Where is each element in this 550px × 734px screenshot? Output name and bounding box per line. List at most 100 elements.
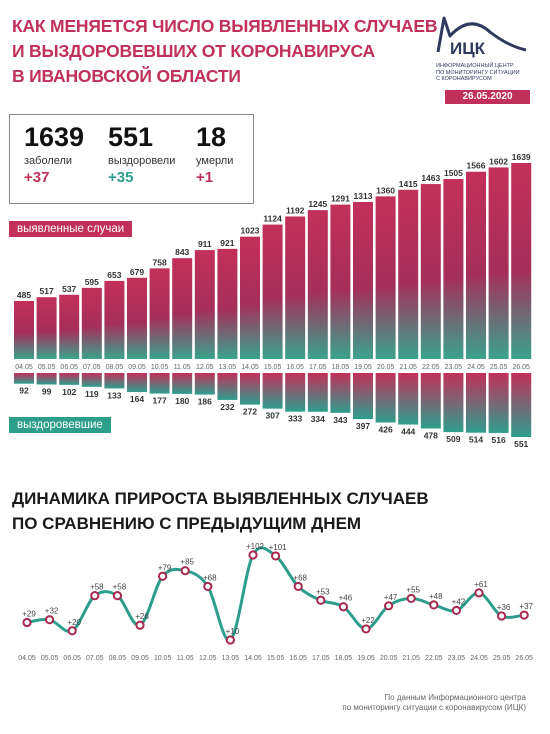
recovered-bar	[194, 373, 215, 395]
stats-box: 1639 заболели +37 551 выздоровели +35 18…	[9, 114, 254, 204]
stat-deaths-number: 18	[196, 122, 227, 152]
recovered-value-label: 333	[288, 414, 302, 424]
case-bar	[194, 250, 215, 359]
recovered-value-label: 92	[19, 386, 29, 396]
case-value-label: 1566	[467, 161, 486, 171]
date-tick-label: 17.05	[309, 364, 327, 371]
recovered-value-label: 99	[42, 386, 52, 396]
recovered-bar	[466, 373, 486, 433]
growth-point	[519, 610, 529, 620]
recovered-value-label: 478	[424, 431, 438, 441]
recovered-value-label: 307	[266, 411, 280, 421]
title-line-3: В ИВАНОВСКОЙ ОБЛАСТИ	[12, 66, 241, 86]
date-tick-label: 13.05	[219, 364, 237, 371]
stat-cases-number: 1639	[24, 122, 85, 152]
date-tick-label: 21.05	[399, 364, 417, 371]
bar-chart: 485 04.05 92 517 05.05 99 537 06.05 102 595 07.05 1…	[14, 152, 532, 449]
recovered-value-label: 119	[85, 389, 99, 399]
case-bar	[466, 171, 486, 359]
case-bar	[262, 224, 283, 359]
logo: ИЦК ИНФОРМАЦИОННЫЙ ЦЕНТР ПО МОНИТОРИНГУ …	[420, 12, 540, 83]
recovered-bar	[398, 373, 419, 425]
growth-value-label: +42	[452, 597, 466, 606]
date-tick-label: 04.05	[15, 364, 33, 371]
case-value-label: 1192	[286, 205, 305, 215]
recovered-value-label: 551	[514, 439, 528, 449]
growth-point	[338, 602, 348, 612]
case-value-label: 1415	[399, 179, 418, 189]
case-bar	[443, 179, 464, 359]
recovered-bar	[240, 373, 260, 405]
recovered-value-label: 334	[311, 414, 325, 424]
recovered-value-label: 272	[243, 407, 257, 417]
recovered-value-label: 343	[333, 415, 347, 425]
case-bar	[511, 163, 532, 359]
case-value-label: 1313	[354, 191, 373, 201]
stat-deaths: 18 умерли +1	[196, 121, 233, 186]
growth-value-label: +32	[45, 607, 59, 616]
case-bar	[127, 277, 147, 359]
line-date-tick: 15.05	[267, 655, 285, 662]
growth-value-label: +47	[384, 593, 398, 602]
case-bar	[81, 287, 102, 359]
growth-value-label: +68	[293, 573, 307, 582]
growth-point	[248, 550, 258, 560]
growth-point	[90, 591, 100, 601]
case-value-label: 843	[175, 247, 189, 257]
growth-point	[497, 611, 507, 621]
date-tick-label: 10.05	[151, 364, 169, 371]
growth-value-label: +29	[22, 609, 36, 618]
case-bar	[375, 196, 396, 359]
line-date-tick: 20.05	[380, 655, 398, 662]
case-value-label: 537	[62, 284, 76, 294]
date-tick-label: 15.05	[264, 364, 282, 371]
recovered-bar	[330, 373, 351, 413]
case-value-label: 1124	[263, 214, 282, 224]
case-bar	[149, 268, 170, 359]
date-tick-label: 05.05	[38, 364, 56, 371]
section-title-line-1: ДИНАМИКА ПРИРОСТА ВЫЯВЛЕННЫХ СЛУЧАЕВ	[12, 489, 429, 508]
logo-subtitle: ИНФОРМАЦИОННЫЙ ЦЕНТР ПО МОНИТОРИНГУ СИТУ…	[436, 63, 520, 82]
growth-value-label: +58	[113, 583, 127, 592]
recovered-value-label: 426	[379, 424, 393, 434]
growth-value-label: +48	[429, 592, 443, 601]
case-value-label: 653	[107, 270, 121, 280]
line-date-tick: 16.05	[289, 655, 307, 662]
recovered-bar	[149, 373, 170, 394]
recovered-bar	[59, 373, 80, 385]
recovered-bar	[285, 373, 306, 412]
section-title: ДИНАМИКА ПРИРОСТА ВЫЯВЛЕННЫХ СЛУЧАЕВ ПО …	[12, 486, 512, 536]
growth-point	[293, 581, 303, 592]
line-date-tick: 06.05	[63, 655, 81, 662]
recovered-bar	[104, 373, 125, 389]
stat-cases-label: заболели	[24, 155, 73, 167]
case-value-label: 921	[220, 238, 234, 248]
case-value-label: 1602	[489, 156, 508, 166]
date-tick-label: 08.05	[106, 364, 124, 371]
date-tick-label: 07.05	[83, 364, 101, 371]
line-date-tick: 22.05	[425, 655, 443, 662]
recovered-bar	[375, 373, 396, 423]
case-bar	[59, 294, 80, 359]
recovered-legend-badge: выздоровевшие	[9, 417, 111, 433]
line-date-tick: 05.05	[41, 655, 59, 662]
case-bar	[240, 236, 260, 359]
title-line-1: КАК МЕНЯЕТСЯ ЧИСЛО ВЫЯВЛЕННЫХ СЛУЧАЕВ	[12, 16, 438, 36]
growth-point	[203, 581, 213, 592]
recovered-bar	[262, 373, 283, 409]
case-value-label: 1463	[421, 173, 440, 183]
growth-point	[316, 595, 326, 605]
growth-point	[225, 635, 235, 645]
date-tick-label: 16.05	[286, 364, 304, 371]
case-value-label: 1360	[376, 185, 395, 195]
case-bar	[330, 204, 351, 359]
growth-value-label: +55	[406, 585, 420, 594]
recovered-value-label: 232	[220, 402, 234, 412]
date-tick-label: 11.05	[174, 364, 191, 371]
recovered-bar	[353, 373, 373, 420]
date-tick-label: 23.05	[445, 364, 463, 371]
growth-point	[406, 593, 416, 604]
case-bar	[488, 167, 509, 359]
growth-value-label: +53	[316, 587, 330, 596]
page-title: КАК МЕНЯЕТСЯ ЧИСЛО ВЫЯВЛЕННЫХ СЛУЧАЕВ И …	[12, 14, 438, 89]
